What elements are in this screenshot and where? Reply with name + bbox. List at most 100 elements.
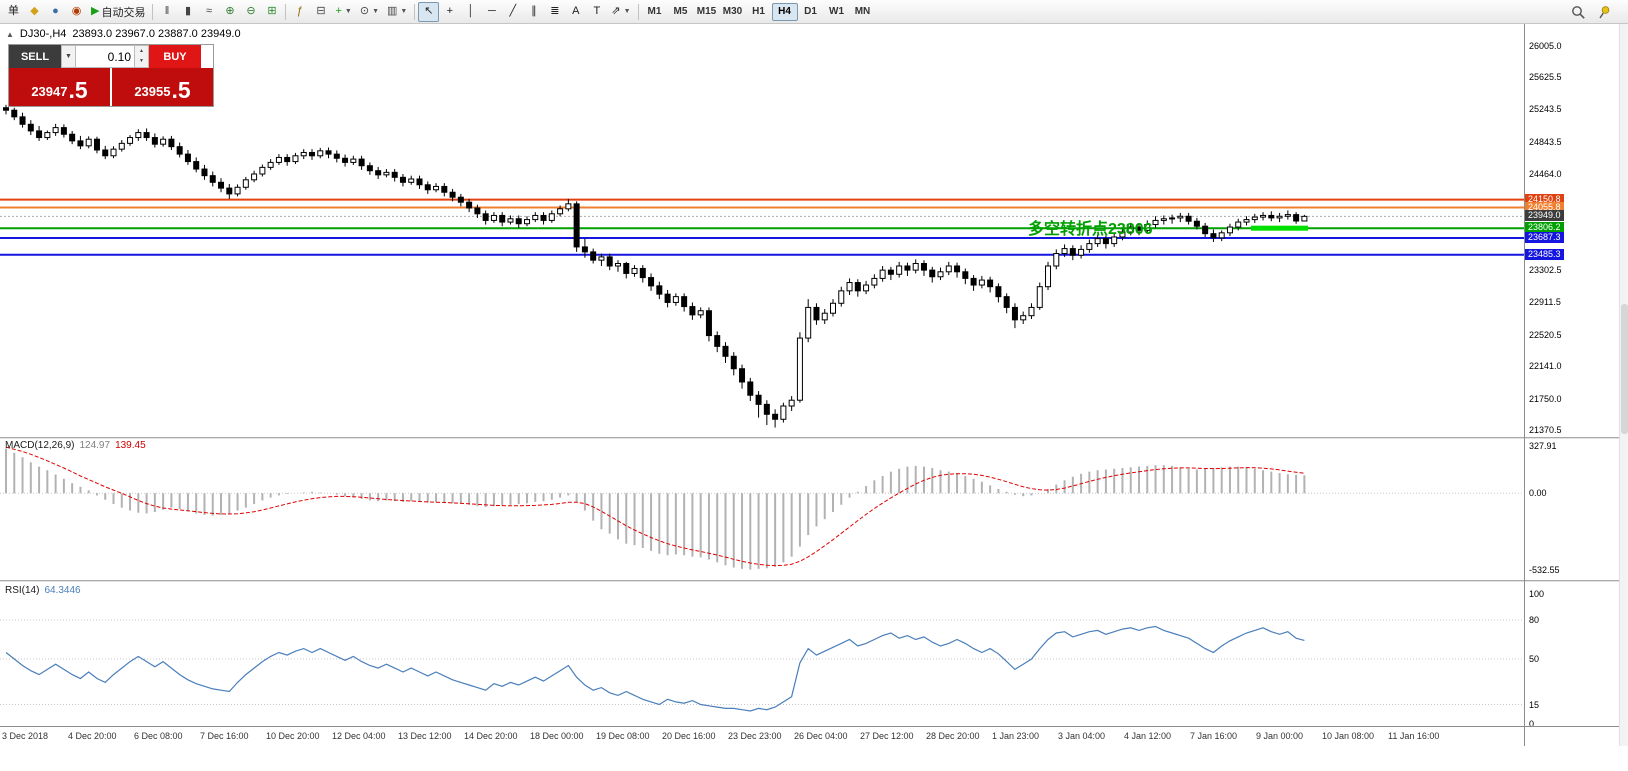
text-button[interactable]: A [565,2,586,22]
volume-up-button[interactable]: ▲ [135,46,148,57]
ask-price-pip: .5 [171,77,191,104]
strategy-button[interactable]: ◉ [66,2,87,22]
time-axis-label: 7 Dec 16:00 [200,731,249,741]
charts-icon: ◆ [30,5,39,17]
sell-button[interactable]: SELL [9,45,61,68]
time-axis-label: 10 Jan 08:00 [1322,731,1375,741]
volume-input[interactable] [76,45,135,68]
vertical-line-button[interactable]: │ [460,2,481,22]
timeframe-h4-button[interactable]: H4 [771,2,798,21]
time-axis-label: 4 Jan 12:00 [1124,731,1172,741]
text-label-button[interactable]: T [586,2,607,22]
price-axis-label: 23302.5 [1529,264,1562,275]
line-chart-icon: ≈ [205,5,212,17]
bid-price-pip: .5 [68,77,88,104]
oct-controls-row: SELL ▼ ▲ ▼ BUY [9,45,213,68]
autotrading-icon: ▶ [91,5,100,17]
timeframe-m1-button[interactable]: M1 [642,3,668,21]
price-axis-label: 25243.5 [1529,104,1562,115]
time-axis[interactable]: 3 Dec 2018 4 Dec 20:00 6 Dec 08:00 7 Dec 16… [0,727,1524,745]
time-axis-label: 18 Dec 00:00 [530,731,584,741]
new-order-icon: 单 [8,5,19,17]
arrows-dropdown[interactable]: ⇗ ▼ [607,2,634,22]
periods-dropdown[interactable]: ⊙ ▼ [356,2,383,22]
macd-histogram [5,448,1306,570]
vertical-scrollbar[interactable] [1619,24,1628,746]
tile-windows-button[interactable]: ⊞ [261,2,282,22]
timeframe-h1-button[interactable]: H1 [746,3,772,21]
timeframe-m5-button[interactable]: M5 [668,3,694,21]
fibonacci-button[interactable]: ≣ [544,2,565,22]
time-axis-label: 4 Dec 20:00 [68,731,117,741]
price-axis-label: 25625.5 [1529,72,1562,83]
bar-chart-button[interactable]: ‖ [156,2,177,22]
trendline-icon: ╱ [509,5,517,17]
rsi-panel-separator[interactable] [0,580,1628,582]
indicators-button[interactable]: ƒ [289,2,310,22]
toolbar-separator [285,3,287,20]
volume-dropdown-button[interactable]: ▼ [61,45,76,68]
templates-dropdown[interactable]: ▥ ▼ [383,2,411,22]
one-click-trading-panel: SELL ▼ ▲ ▼ BUY 23947 .5 23955 .5 [8,44,214,107]
zoom-in-button[interactable]: ⊕ [219,2,240,22]
one-click-collapse-button[interactable]: ▲ [6,29,14,39]
timeframe-mn-button[interactable]: MN [850,3,876,21]
timeframe-d1-button[interactable]: D1 [798,3,824,21]
bar-chart-icon: ‖ [164,5,170,17]
time-axis-label: 10 Dec 20:00 [266,731,320,741]
timeframe-m15-button[interactable]: M15 [694,3,720,21]
line-chart-button[interactable]: ≈ [198,2,219,22]
crosshair-button[interactable]: + [439,2,460,22]
buy-button[interactable]: BUY [149,45,201,68]
candlestick-chart-button[interactable]: ▮ [177,2,198,22]
chart-annotation-text[interactable]: 多空转折点23806 [1028,219,1153,238]
periods-icon: ⊙ [359,5,370,17]
chart-plot-area[interactable]: 多空转折点23806 [0,0,1524,727]
trendline-button[interactable]: ╱ [502,2,523,22]
price-badge: 23949.0 [1525,210,1564,222]
price-axis-label: 22520.5 [1529,329,1562,340]
timeframe-w1-button[interactable]: W1 [824,3,850,21]
price-axis[interactable]: 26005.0 25625.5 25243.5 24843.5 24464.0 23302… [1525,24,1619,746]
indicator-windows-button[interactable]: ⊟ [310,2,331,22]
macd-title: MACD(12,26,9) [5,440,75,451]
profiles-button[interactable]: ● [45,2,66,22]
zoom-out-icon: ⊖ [246,5,256,17]
time-axis-label: 20 Dec 16:00 [662,731,716,741]
charts-button[interactable]: ◆ [24,2,45,22]
channel-button[interactable]: ∥ [523,2,544,22]
rsi-axis-label: 80 [1529,615,1540,625]
toolbar-separator [637,3,639,20]
macd-signal-value: 139.45 [115,440,146,451]
dropdown-arrow-icon: ▼ [372,8,379,15]
pin-button[interactable] [1594,2,1614,22]
volume-stepper: ▲ ▼ [135,45,149,68]
ask-price-panel[interactable]: 23955 .5 [110,68,213,106]
search-icon [1571,5,1585,19]
volume-down-button[interactable]: ▼ [135,56,148,67]
macd-panel-separator[interactable] [0,437,1628,439]
bid-price-panel[interactable]: 23947 .5 [9,68,110,106]
price-badge: 24150.8 [1525,193,1564,205]
price-axis-label: 22141.0 [1529,361,1562,372]
search-button[interactable] [1568,2,1588,22]
trend-highlight-segment[interactable] [1251,225,1308,231]
macd-axis-label: -532.55 [1529,565,1560,575]
autotrading-button[interactable]: ▶ 自动交易 [87,2,149,22]
price-axis-label: 24464.0 [1529,168,1562,179]
new-order-button[interactable]: 单 [3,2,24,22]
new-chart-dropdown[interactable]: + ▼ [331,2,355,22]
zoom-out-button[interactable]: ⊖ [240,2,261,22]
candlestick-chart-icon: ▮ [184,5,191,17]
scrollbar-thumb[interactable] [1621,304,1628,434]
crosshair-icon: + [446,5,454,17]
timeframe-m30-button[interactable]: M30 [720,3,746,21]
price-badge: 24055.8 [1525,201,1564,213]
price-axis-label: 21370.5 [1529,425,1562,435]
cursor-button[interactable]: ↖ [418,1,440,22]
candles [3,104,1308,428]
horizontal-line-button[interactable]: ─ [481,2,502,22]
toolbar-separator [152,3,154,20]
templates-icon: ▥ [387,5,398,17]
